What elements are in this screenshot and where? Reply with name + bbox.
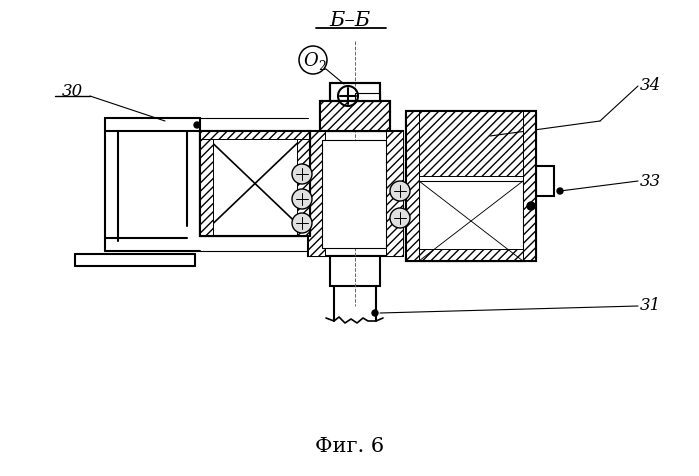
Bar [308, 131, 325, 256]
Bar [419, 181, 523, 261]
Bar [200, 131, 310, 236]
Bar [330, 83, 380, 101]
Bar [406, 111, 536, 261]
Bar [322, 140, 386, 248]
Bar [200, 131, 310, 139]
Circle shape [390, 181, 410, 201]
Bar [308, 131, 403, 256]
Circle shape [372, 310, 378, 316]
Circle shape [292, 164, 312, 184]
Circle shape [292, 189, 312, 209]
Bar [320, 101, 390, 131]
Text: 2: 2 [318, 60, 326, 73]
Text: 30: 30 [62, 82, 82, 99]
Bar [330, 256, 380, 286]
Bar [536, 166, 554, 196]
Circle shape [557, 188, 563, 194]
Text: 34: 34 [640, 78, 661, 95]
Bar [330, 83, 380, 101]
Circle shape [194, 122, 200, 128]
Text: O: O [303, 52, 318, 70]
Bar [419, 249, 523, 261]
Text: 33: 33 [640, 172, 661, 189]
Text: Б–Б: Б–Б [329, 10, 370, 30]
Bar [320, 101, 390, 131]
Bar [523, 111, 536, 261]
Bar [355, 93, 380, 101]
Bar [297, 131, 310, 236]
Bar [406, 111, 536, 261]
Text: 31: 31 [640, 298, 661, 315]
Bar [200, 131, 213, 236]
Bar [386, 131, 403, 256]
Bar [406, 111, 536, 176]
Bar [320, 101, 390, 131]
Circle shape [390, 208, 410, 228]
Circle shape [292, 213, 312, 233]
Bar [406, 111, 419, 261]
Bar [200, 131, 310, 236]
Text: Фиг. 6: Фиг. 6 [315, 436, 384, 456]
Circle shape [527, 202, 535, 210]
